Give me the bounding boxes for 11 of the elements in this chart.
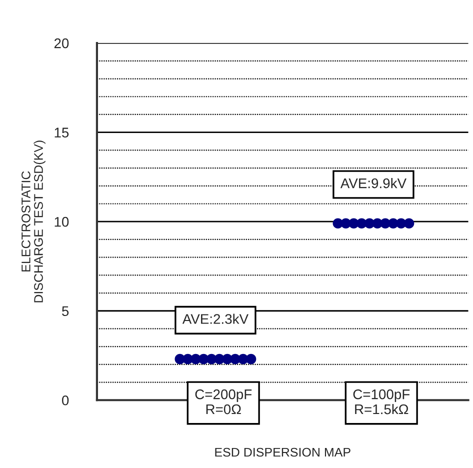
y-tick-label: 20 [54,38,69,48]
annotation: AVE:9.9kV [340,178,406,188]
y-tick-label: 10 [54,216,69,227]
y-tick-label: 0 [62,395,69,406]
annotation: AVE:2.3kV [182,314,248,324]
y-tick-label: 15 [54,128,69,138]
x-tick-label: C=100pF R=1.5kΩ [353,389,410,414]
y-tick-label: 5 [62,306,69,316]
y-axis-title: ELECTROSTATIC DISCHARGE TEST ESD(KV) [22,140,46,302]
x-axis-title: ESD DISPERSION MAP [215,448,350,457]
x-tick-label: C=200pF R=0Ω [195,389,252,414]
